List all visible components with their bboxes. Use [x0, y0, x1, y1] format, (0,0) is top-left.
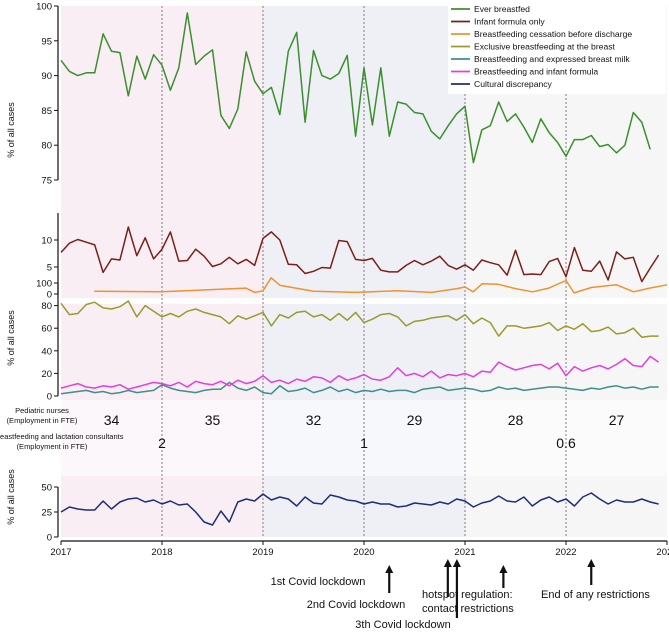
year-dividers	[61, 6, 667, 537]
annotation-arrow-head	[499, 565, 508, 573]
tick-label: 0	[47, 533, 52, 544]
tick-label: 60	[41, 324, 52, 335]
nurses-fte-value: 28	[508, 412, 524, 428]
legend-box	[448, 2, 666, 94]
tick-label: 90	[41, 71, 52, 82]
panel-gap	[61, 298, 667, 304]
consultants-fte-value: 2	[158, 435, 166, 451]
tick-label: 80	[41, 301, 52, 312]
annotation-label: 2nd Covid lockdown	[307, 599, 405, 611]
middle-series	[60, 300, 660, 395]
legend-label: Infant formula only	[474, 17, 545, 27]
nurses-fte-value: 32	[306, 412, 322, 428]
annotation-label: hotspot regulation:	[422, 589, 513, 601]
middle-y-axis: 0 20 40 60 80 100	[36, 279, 59, 403]
covid-annotations: 1st Covid lockdown 2nd Covid lockdown 3th …	[271, 559, 650, 631]
staffing-table: Pediatric nurses (Employment in FTE) Bre…	[0, 406, 624, 451]
x-tick-label-2021: 2021	[454, 547, 475, 558]
series-breastfeeding-and-infant-formula	[60, 355, 660, 390]
tick-label: 0	[47, 290, 52, 301]
consultants-fte-value: 0.6	[556, 435, 576, 451]
tick-label: 100	[36, 2, 52, 13]
tick-label: 80	[41, 141, 52, 152]
nurses-label: Pediatric nurses	[15, 406, 69, 415]
top-y-label: % of all cases	[6, 102, 16, 158]
x-tick-label-2020: 2020	[353, 547, 374, 558]
bottom-y-axis: 0 25 50	[41, 483, 59, 544]
tick-label: 0	[47, 392, 52, 403]
tick-label: 75	[41, 176, 52, 187]
annotation-label: End of any restrictions	[541, 589, 650, 601]
tick-label: 85	[41, 106, 52, 117]
annotation-arrow-head	[385, 565, 394, 573]
annotation-arrow-head	[443, 559, 452, 567]
legend-label: Breastfeeding and infant formula	[474, 67, 598, 77]
tick-label: 50	[41, 483, 52, 494]
consultants-fte-value: 1	[360, 435, 368, 451]
legend-label: Breastfeeding and expressed breast milk	[474, 54, 630, 64]
annotation-arrow-head	[452, 559, 461, 567]
series-breastfeeding-cessation-before-discharge	[94, 277, 668, 294]
nurses-fte-value: 27	[609, 412, 625, 428]
nurses-sublabel: (Employment in FTE)	[7, 416, 78, 425]
legend-label: Ever breastfed	[474, 4, 530, 14]
x-tick-label-2018: 2018	[151, 547, 172, 558]
x-tick-label-2017: 2017	[50, 547, 71, 558]
series-ever-breastfed	[60, 12, 651, 164]
annotation-label: 1st Covid lockdown	[271, 576, 366, 588]
bottom-series	[60, 492, 659, 526]
series-infant-formula-only	[60, 226, 660, 283]
legend: Ever breastfed Infant formula only Breastf…	[448, 2, 666, 94]
tick-label: 10	[41, 236, 52, 247]
consultants-label: Breastfeeding and lactation consultants	[0, 432, 124, 441]
series-cultural-discrepancy	[60, 492, 659, 526]
annotation-label-line2: contact restrictions	[422, 603, 514, 615]
panel-middle-chart: 0 20 40 60 80 100 % of all cases	[6, 279, 660, 403]
nurses-fte-value: 35	[205, 412, 221, 428]
x-tick-label-2019: 2019	[252, 547, 273, 558]
annotation-label: 3th Covid lockdown	[355, 619, 450, 631]
series-breastfeeding-and-expressed-breast-milk	[60, 381, 659, 395]
tick-label: 100	[36, 279, 52, 290]
tick-label: 25	[41, 508, 52, 519]
x-tick-label-2023: 2023	[656, 547, 669, 558]
legend-label: Breastfeeding cessation before discharge	[474, 29, 632, 39]
middle-y-label: % of all cases	[6, 310, 16, 366]
series-exclusive-breastfeeding-at-the-breast	[60, 300, 659, 338]
nurses-fte-value: 29	[407, 412, 423, 428]
legend-label: Exclusive breastfeeding at the breast	[474, 42, 616, 52]
panel-bottom-chart: 0 25 50 % of all cases 2017 2018 2019 2020 202…	[6, 469, 669, 558]
x-tick-label-2022: 2022	[555, 547, 576, 558]
x-axis: 2017 2018 2019 2020 2021 2022 2023	[50, 540, 669, 558]
legend-label: Cultural discrepancy	[474, 79, 553, 89]
tick-label: 95	[41, 36, 52, 47]
consultants-sublabel: (Employment in FTE)	[17, 442, 88, 451]
top-series	[60, 12, 668, 294]
tick-label: 40	[41, 346, 52, 357]
annotation-arrow-head	[587, 559, 596, 567]
tick-label: 5	[47, 263, 52, 274]
bottom-y-label: % of all cases	[6, 469, 16, 525]
nurses-fte-value: 34	[104, 412, 120, 428]
tick-label: 20	[41, 369, 52, 380]
